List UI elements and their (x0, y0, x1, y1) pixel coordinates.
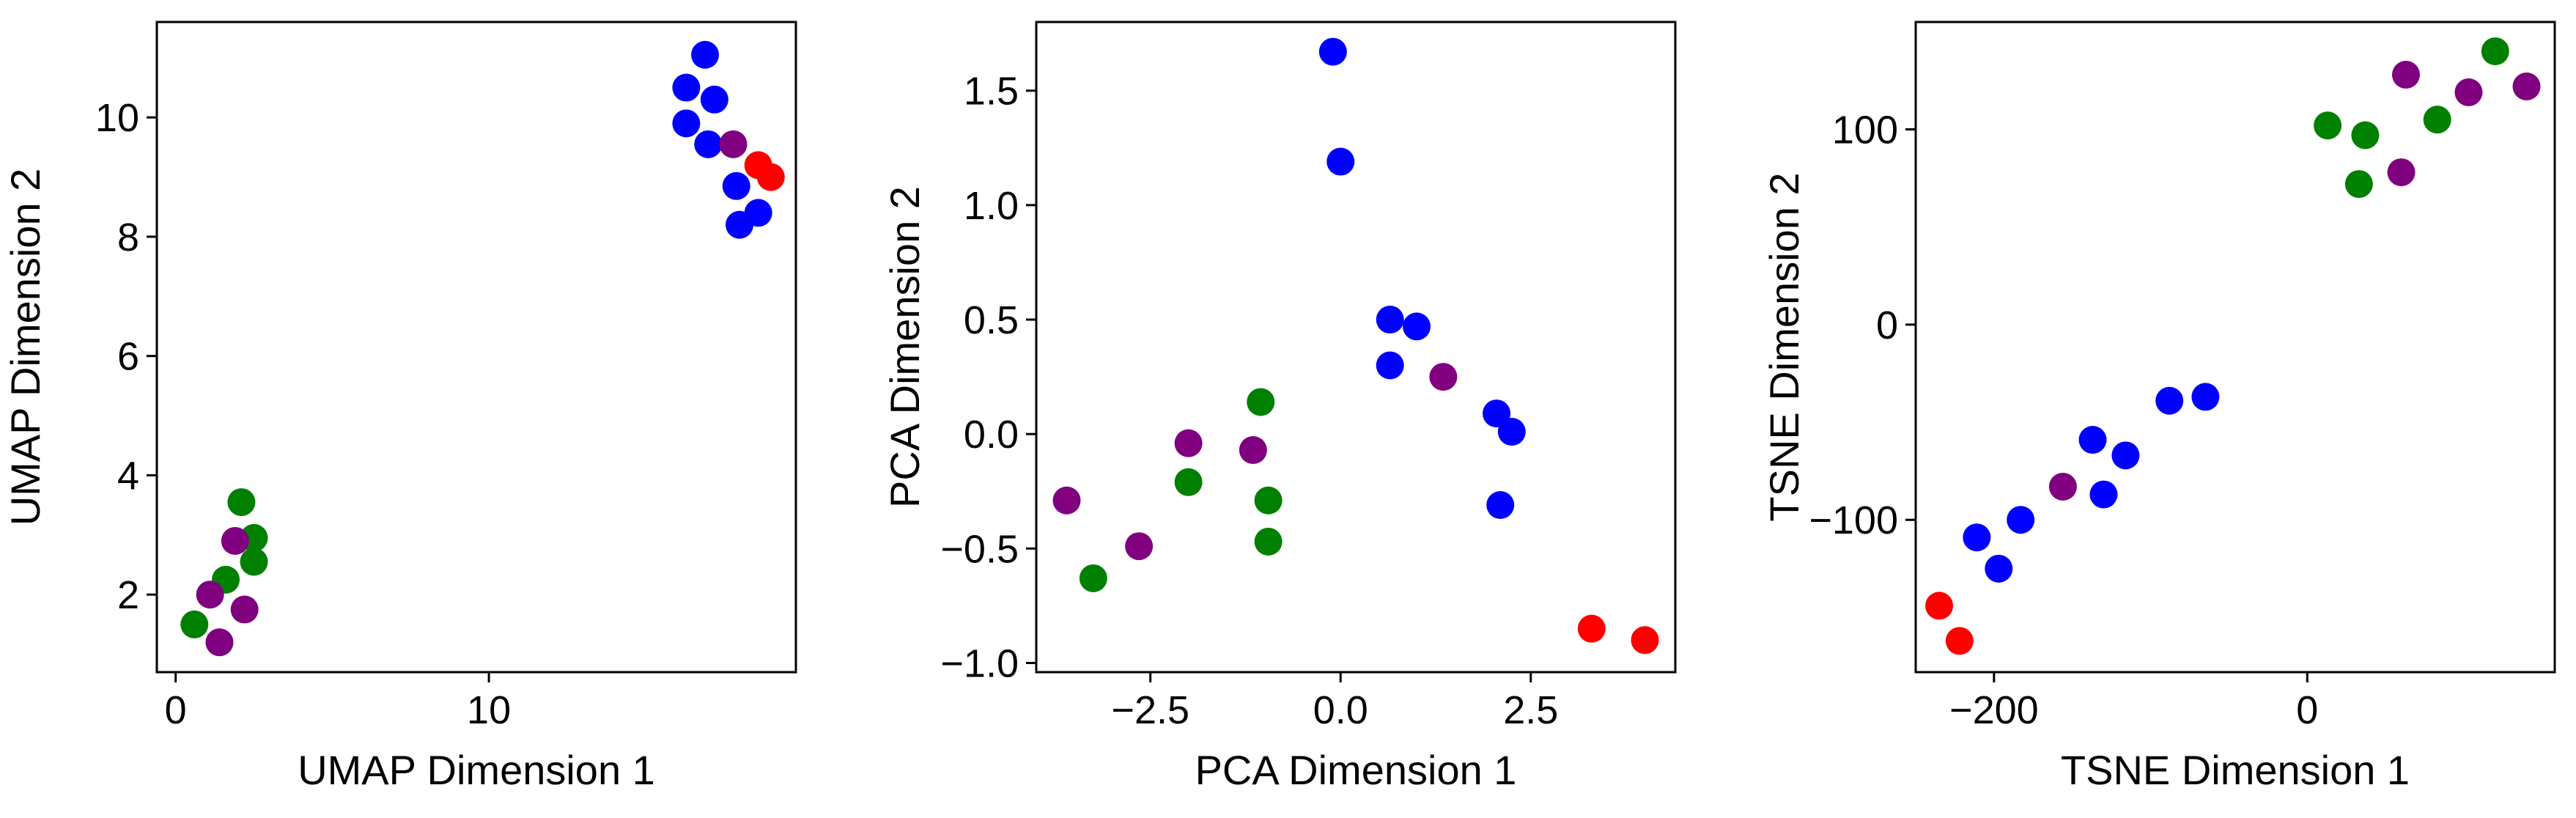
umap-x-tick-label: 0 (165, 688, 187, 732)
tsne-data-point (2351, 121, 2380, 150)
tsne-data-point (2089, 480, 2118, 509)
pca-data-point (1239, 436, 1267, 465)
tsne-data-point (2481, 37, 2509, 65)
pca-x-tick-label: −2.5 (1111, 688, 1189, 732)
pca-data-point (1429, 363, 1458, 391)
tsne-y-tick-label: −100 (1809, 498, 1898, 542)
umap-x-tick-label: 10 (467, 688, 511, 732)
pca-data-point (1376, 306, 1404, 334)
umap-plot-frame (155, 21, 797, 674)
pca-y-tick-label: 0.0 (964, 413, 1019, 457)
tsne-data-point (1963, 523, 1991, 552)
umap-data-point (700, 85, 728, 114)
umap-y-axis-label: UMAP Dimension 2 (2, 169, 48, 526)
tsne-data-point (2344, 170, 2373, 199)
tsne-x-tick-label: −200 (1949, 688, 2039, 732)
tsne-plot-frame (1914, 21, 2556, 674)
pca-data-point (1376, 351, 1404, 380)
tsne-panel: −200 0 −100 0 100 TSNE Dimension 1 TSNE Dimens… (1761, 21, 2556, 793)
tsne-y-tick-label: 0 (1876, 303, 1898, 347)
pca-data-point (1483, 399, 1511, 428)
tsne-data-point (1985, 554, 2013, 583)
tsne-data-point (2111, 441, 2140, 470)
tsne-data-point (2007, 506, 2035, 534)
umap-data-point (230, 595, 259, 624)
pca-data-point (1247, 388, 1275, 416)
umap-data-point (240, 548, 268, 576)
umap-y-tick-label: 2 (117, 573, 139, 617)
pca-data-point (1577, 614, 1606, 643)
umap-data-point (180, 610, 209, 638)
pca-y-tick-label: 0.5 (964, 298, 1019, 342)
pca-data-point (1174, 429, 1203, 457)
tsne-data-point (2423, 106, 2451, 134)
umap-x-axis-label: UMAP Dimension 1 (298, 747, 655, 793)
pca-y-tick-label: 1.0 (964, 184, 1019, 228)
pca-data-point (1403, 312, 1431, 341)
pca-data-point (1125, 532, 1154, 561)
tsne-data-point (1925, 592, 1954, 620)
pca-panel: −2.5 0.0 2.5 −1.0 −0.5 0.0 0.5 1.0 1.5 PCA Dimens… (882, 21, 1677, 793)
pca-plot-frame (1035, 21, 1677, 674)
pca-y-tick-label: −0.5 (940, 527, 1019, 571)
pca-data-point (1254, 527, 1283, 556)
tsne-data-point (2391, 60, 2420, 89)
umap-data-point (726, 210, 754, 239)
pca-data-point (1631, 626, 1659, 655)
umap-data-point (672, 109, 701, 138)
pca-data-point (1052, 486, 1081, 515)
pca-data-point (1079, 564, 1107, 592)
tsne-data-point (2191, 383, 2220, 411)
pca-data-point (1497, 418, 1526, 446)
pca-data-point (1174, 468, 1203, 496)
umap-data-point (227, 488, 256, 517)
umap-data-point (672, 73, 701, 102)
umap-y-tick-label: 8 (117, 215, 139, 259)
tsne-data-point (2512, 72, 2541, 100)
umap-data-point (694, 130, 723, 158)
pca-y-tick-label: 1.5 (964, 70, 1019, 114)
pca-y-tick-label: −1.0 (940, 642, 1019, 686)
umap-y-tick-label: 10 (95, 96, 139, 140)
umap-y-tick-label: 6 (117, 335, 139, 379)
umap-data-point (719, 130, 748, 158)
umap-data-point (691, 40, 720, 69)
tsne-x-tick-label: 0 (2296, 688, 2318, 732)
umap-data-point (756, 163, 785, 191)
tsne-x-axis-label: TSNE Dimension 1 (2061, 747, 2410, 793)
tsne-data-point (1945, 627, 1974, 655)
umap-data-point (221, 526, 249, 555)
tsne-data-point (2048, 472, 2077, 501)
tsne-y-axis-label: TSNE Dimension 2 (1761, 172, 1807, 521)
pca-x-tick-label: 0.0 (1313, 688, 1368, 732)
umap-data-point (205, 628, 234, 657)
umap-y-tick-label: 4 (117, 454, 139, 498)
tsne-data-point (2454, 78, 2483, 106)
tsne-data-point (2155, 386, 2184, 415)
pca-data-point (1486, 491, 1515, 520)
umap-panel: 0 10 2 4 6 8 10 UMAP Dimension 1 UMAP Dimension … (2, 21, 797, 793)
tsne-data-point (2078, 426, 2107, 454)
pca-data-point (1318, 37, 1347, 66)
tsne-data-point (2314, 111, 2342, 140)
umap-data-point (722, 172, 750, 200)
tsne-y-tick-label: 100 (1832, 108, 1898, 152)
pca-x-tick-label: 2.5 (1503, 688, 1558, 732)
pca-data-point (1254, 486, 1283, 515)
pca-y-axis-label: PCA Dimension 2 (882, 186, 928, 508)
tsne-data-point (2387, 158, 2416, 187)
umap-data-point (196, 581, 224, 609)
pca-x-axis-label: PCA Dimension 1 (1195, 747, 1517, 793)
pca-data-point (1326, 147, 1355, 176)
